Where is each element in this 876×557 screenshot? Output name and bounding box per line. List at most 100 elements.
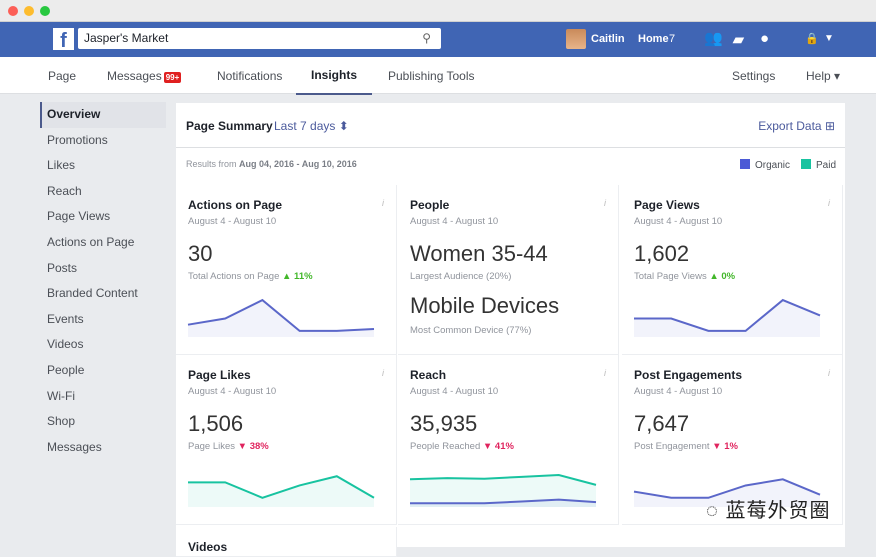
page-title: Page Summary — [186, 119, 273, 133]
tab-messages[interactable]: Messages 99+ — [107, 57, 182, 97]
avatar[interactable] — [566, 29, 586, 49]
settings-link[interactable]: Settings — [732, 69, 776, 83]
card-value: 1,602 — [634, 241, 690, 266]
sidebar-item-reach[interactable]: Reach — [47, 183, 82, 198]
watermark: ◌ 蓝莓外贸圈 — [706, 500, 831, 522]
card-title: Post Engagements — [634, 368, 743, 382]
sidebar-item-posts[interactable]: Posts — [47, 260, 78, 275]
home-link[interactable]: Home — [638, 33, 669, 45]
card-subtitle-text: Total Actions on Page — [188, 271, 280, 282]
sparkline-chart — [187, 298, 375, 337]
legend-paid: Paid — [801, 159, 836, 171]
sidebar-item-events[interactable]: Events — [47, 311, 84, 326]
card-value: 1,506 — [188, 411, 244, 436]
organic-swatch — [740, 159, 750, 169]
tab-messages-label: Messages — [107, 69, 162, 83]
export-data-button[interactable]: Export Data ⊞ — [758, 119, 835, 133]
change-indicator: ▼ 41% — [482, 441, 514, 452]
results-prefix: Results from — [186, 159, 240, 169]
help-menu[interactable]: Help ▾ — [806, 69, 841, 83]
card-page-likes: Page Likes i August 4 - August 10 1,506 Page… — [176, 355, 397, 525]
close-window-button[interactable] — [8, 6, 18, 16]
sidebar-item-page-views[interactable]: Page Views — [47, 209, 111, 224]
globe-icon[interactable]: ● — [760, 30, 770, 47]
sidebar-item-people[interactable]: People — [47, 362, 85, 377]
card-subtitle-text: Page Likes — [188, 441, 236, 452]
date-range-select[interactable]: Last 7 days ⬍ — [274, 119, 349, 133]
maximize-window-button[interactable] — [40, 6, 50, 16]
card-title: Videos — [188, 540, 228, 554]
card-value: 30 — [188, 241, 213, 266]
results-range: Results from Aug 04, 2016 - Aug 10, 2016 — [186, 157, 396, 172]
card-title: Page Likes — [188, 368, 251, 382]
card-subtitle-text: Post Engagement — [634, 441, 710, 452]
sidebar-item-shop[interactable]: Shop — [47, 414, 76, 429]
info-icon[interactable]: i — [604, 368, 606, 378]
change-indicator: ▼ 1% — [712, 441, 738, 452]
card-title: Actions on Page — [188, 198, 283, 212]
top-bar: f Jasper's Market ⚲ Caitlin Home 7 👥 ▰ ● … — [0, 22, 876, 57]
sidebar-item-wi-fi[interactable]: Wi-Fi — [47, 388, 75, 403]
info-icon[interactable]: i — [604, 198, 606, 208]
export-label: Export Data — [758, 119, 822, 133]
tab-page[interactable]: Page — [48, 69, 77, 83]
sidebar-item-branded-content[interactable]: Branded Content — [47, 286, 138, 301]
sparkline-chart — [634, 298, 821, 337]
card-title: Reach — [410, 368, 447, 382]
minimize-window-button[interactable] — [24, 6, 34, 16]
organic-label: Organic — [755, 160, 791, 171]
sidebar-item-overview[interactable]: Overview — [40, 102, 166, 128]
info-icon[interactable]: i — [382, 368, 384, 378]
friend-requests-icon[interactable]: 👥 — [704, 30, 723, 47]
organic-area — [634, 479, 820, 507]
change-indicator: ▲ 11% — [282, 271, 313, 282]
change-indicator: ▼ 38% — [237, 441, 269, 452]
sidebar-item-videos[interactable]: Videos — [47, 337, 84, 352]
card-subtitle: People Reached ▼ 41% — [410, 441, 514, 452]
sidebar-item-messages[interactable]: Messages — [47, 439, 102, 454]
messages-icon[interactable]: ▰ — [733, 31, 744, 47]
sparkline-chart — [633, 478, 821, 507]
organic-area — [188, 300, 374, 337]
sparkline-chart — [409, 473, 597, 507]
card-subtitle-2: Most Common Device (77%) — [410, 325, 532, 336]
sidebar-item-actions-on-page[interactable]: Actions on Page — [47, 234, 135, 249]
sparkline-chart — [188, 475, 375, 507]
lock-icon[interactable]: 🔒 — [805, 33, 819, 45]
tab-insights[interactable]: Insights — [296, 57, 373, 95]
card-subtitle-text: Total Page Views — [634, 271, 707, 282]
card-page-views: Page Views i August 4 - August 10 1,602 Tota… — [622, 185, 843, 355]
home-count: 7 — [669, 33, 676, 45]
sidebar-item-promotions[interactable]: Promotions — [47, 132, 108, 147]
paid-area — [410, 475, 596, 507]
page-summary-panel: Page Summary Last 7 days ⬍ Export Data ⊞… — [176, 103, 845, 557]
facebook-logo-icon[interactable]: f — [53, 28, 74, 52]
summary-header: Page Summary Last 7 days ⬍ Export Data ⊞ — [176, 103, 845, 148]
card-date: August 4 - August 10 — [634, 386, 723, 397]
profile-link[interactable]: Caitlin — [591, 33, 625, 45]
card-value-2: Mobile Devices — [410, 293, 560, 318]
paid-line — [188, 475, 375, 499]
organic-line — [410, 498, 597, 505]
insights-sidebar: Overview Promotions Likes Reach Page Views Ac… — [40, 102, 166, 460]
videos-card: Videos — [176, 527, 397, 557]
search-icon[interactable]: ⚲ — [422, 31, 431, 45]
paid-line — [409, 473, 597, 486]
sidebar-item-likes[interactable]: Likes — [47, 158, 76, 173]
paid-label: Paid — [816, 160, 837, 171]
card-date: August 4 - August 10 — [410, 216, 499, 227]
info-icon[interactable]: i — [382, 198, 384, 208]
paid-swatch — [801, 159, 811, 169]
search-input[interactable]: Jasper's Market ⚲ — [78, 28, 441, 49]
card-subtitle: Total Actions on Page ▲ 11% — [188, 271, 313, 282]
results-dates: Aug 04, 2016 - Aug 10, 2016 — [239, 159, 357, 169]
organic-area — [634, 300, 820, 337]
card-date: August 4 - August 10 — [188, 386, 277, 397]
watermark-text: 蓝莓外贸圈 — [725, 500, 831, 522]
card-value: 35,935 — [410, 411, 478, 436]
info-icon[interactable]: i — [828, 198, 830, 208]
info-icon[interactable]: i — [828, 368, 830, 378]
tab-notifications[interactable]: Notifications — [217, 69, 283, 83]
tab-publishing-tools[interactable]: Publishing Tools — [388, 69, 475, 83]
account-menu-chevron-icon[interactable]: ▼ — [824, 33, 834, 44]
